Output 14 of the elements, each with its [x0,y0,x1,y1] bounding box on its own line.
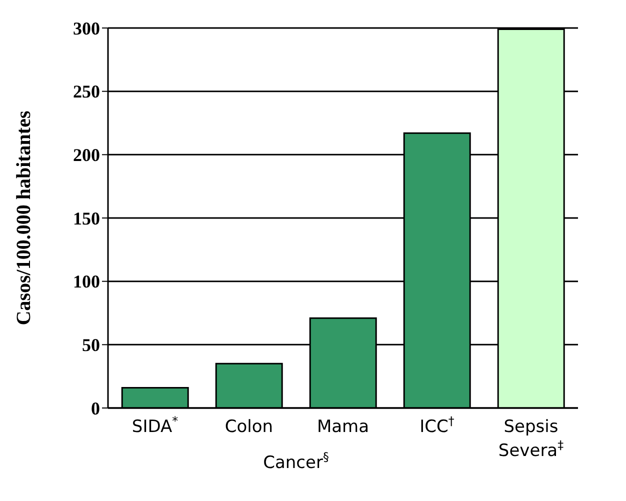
x-tick-label: Sepsis Severa$^{‡}$ [498,417,564,461]
y-tick-label: 100 [73,272,100,292]
x-tick-label: SIDA$^{*}$ [132,414,178,437]
x-tick-label: ICC$^{†}$ [420,414,454,437]
y-tick-label: 150 [73,208,100,228]
y-tick-label: 0 [91,398,100,418]
y-axis-title: Casos/100.000 habitantes [13,110,36,326]
y-tick-label: 250 [73,82,100,102]
text: Cancer$^{§}$ [263,450,329,473]
y-tick-label: 200 [73,145,100,166]
y-tick-label: 50 [82,335,100,356]
y-tick-label: 300 [73,18,100,38]
x-tick-label: Mama [316,417,370,437]
x-tick-label: Colon [224,417,274,437]
